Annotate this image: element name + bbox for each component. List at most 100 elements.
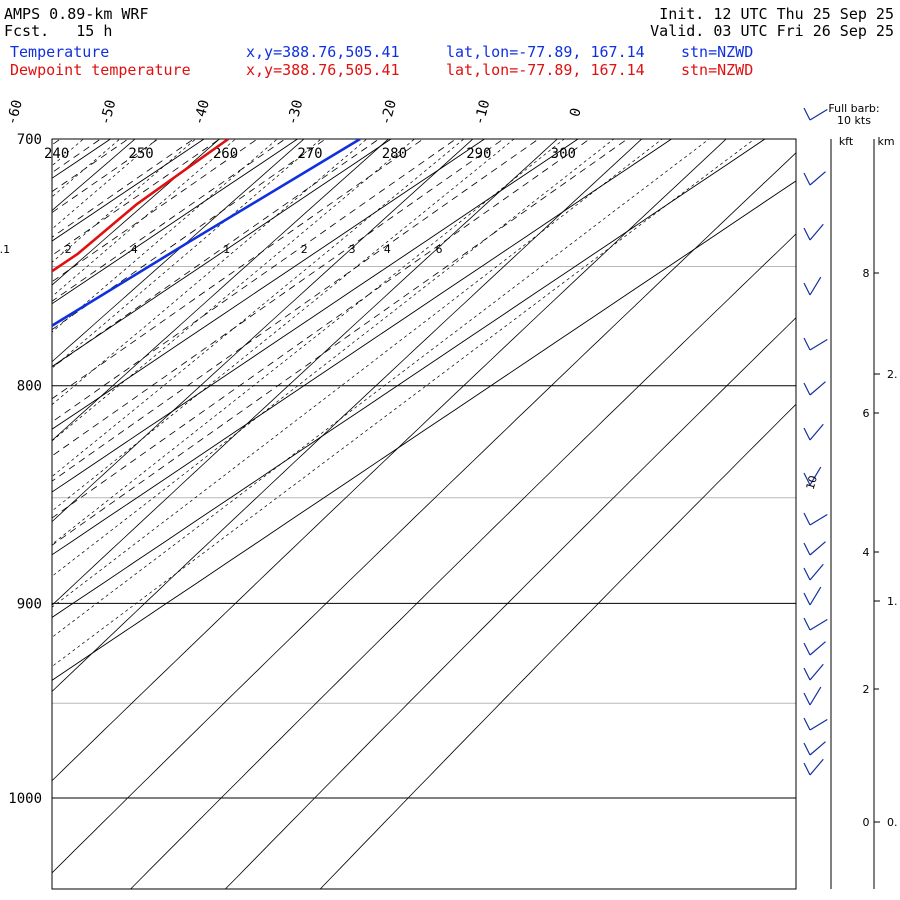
- isotherm-label: 0: [567, 106, 585, 118]
- km-label: km: [877, 135, 894, 148]
- km-tick-label: 0.: [887, 816, 898, 829]
- dry-adiabat-line: [52, 152, 796, 874]
- kft-tick-label: 2: [863, 683, 870, 696]
- wind-barb: [803, 563, 824, 581]
- moist-adiabat-line: [0, 112, 79, 897]
- isotherm-label: -20: [378, 98, 400, 127]
- isotherm-label: -60: [4, 98, 26, 127]
- valid-time: Valid. 03 UTC Fri 26 Sep 25: [650, 22, 894, 40]
- barb-shaft: [809, 686, 822, 706]
- moist-adiabat-line: [52, 139, 237, 298]
- legend-dewpoint-stn: stn=NZWD: [681, 61, 754, 79]
- theta-label: 240: [44, 146, 69, 162]
- legend-temperature-stn: stn=NZWD: [681, 43, 754, 61]
- sounding-profiles: [52, 139, 361, 328]
- mixing-ratio-label: 1: [223, 243, 230, 256]
- barb-shaft: [809, 381, 826, 396]
- dry-adiabat-line: [130, 233, 796, 889]
- moist-adiabat-line: [52, 139, 368, 406]
- mixing-ratio-label: 6: [435, 243, 442, 256]
- kft-tick-label: 4: [863, 546, 870, 559]
- barb-key-line2: 10 kts: [837, 114, 871, 127]
- moist-adiabat-line: [52, 139, 416, 442]
- isotherm-line: [52, 139, 112, 179]
- moist-adiabat-line: [52, 139, 84, 167]
- barb-flag: [803, 617, 811, 631]
- mixing-ratio-line: [52, 139, 424, 400]
- forecast-label: Fcst. 15 h: [4, 23, 112, 40]
- barb-flag: [803, 427, 811, 441]
- wind-barb: [803, 107, 828, 121]
- isotherm-label: -50: [97, 98, 119, 127]
- dry-adiabat-line: [52, 139, 389, 442]
- fcst-label: Fcst.: [4, 22, 50, 40]
- wind-barb: [803, 337, 828, 351]
- barb-flag: [803, 692, 811, 706]
- isotherm-line: [52, 139, 766, 619]
- isotherm-line: [52, 180, 796, 681]
- mixing-ratio-label: 3: [349, 243, 356, 256]
- barb-shaft: [809, 718, 828, 731]
- isotherm-label: -10: [471, 98, 493, 127]
- isotherm-label: -30: [284, 98, 306, 127]
- pressure-labels: 700 800 900 1000: [8, 132, 42, 807]
- dry-adiabat-line: [0, 109, 2, 895]
- barb-shaft: [809, 541, 826, 556]
- isotherm-line: [52, 139, 299, 305]
- mixing-ratio-label: 2: [301, 243, 308, 256]
- theta-label: 270: [297, 146, 322, 162]
- mixing-ratio-line: [0, 85, 107, 888]
- barb-flag: [803, 642, 811, 656]
- mixing-ratio-line: [52, 139, 628, 546]
- barb-flag: [803, 512, 811, 526]
- mixing-ratio-line: [52, 139, 505, 457]
- barb-shaft: [809, 276, 822, 296]
- mixing-ratio-line: [52, 139, 221, 256]
- barb-flag: [803, 382, 811, 396]
- barb-shaft: [809, 741, 826, 756]
- kft-tick-label: 6: [863, 407, 870, 420]
- wind-barb: [803, 381, 826, 396]
- barb-shaft: [809, 171, 826, 186]
- barb-shaft: [809, 758, 824, 776]
- wind-barb: [803, 686, 822, 706]
- pressure-label-800: 800: [17, 379, 42, 395]
- wind-barb: [803, 276, 822, 296]
- mixing-ratio-line: [52, 139, 129, 193]
- legend-temperature-latlon: lat,lon=-77.89, 167.14: [446, 43, 645, 61]
- legend-dewpoint-label: Dewpoint temperature: [10, 61, 191, 79]
- mixing-ratio-line: [52, 139, 102, 174]
- wind-barb: [803, 541, 826, 556]
- wind-barb: [803, 171, 826, 186]
- wind-barb: [803, 223, 824, 241]
- moist-adiabat-line: [52, 139, 322, 369]
- mixing-ratio-label: .4: [127, 243, 138, 256]
- barb-flag: [803, 542, 811, 556]
- barb-shaft: [809, 223, 824, 241]
- barb-flag: [803, 282, 811, 296]
- barb-shaft: [809, 586, 822, 606]
- isotherm-labels: -70-60-50-40-30-20-100: [4, 98, 585, 127]
- moist-adiabat-line: [52, 139, 756, 667]
- legend-dewpoint-latlon: lat,lon=-77.89, 167.14: [446, 61, 645, 79]
- kft-tick-label: 8: [863, 267, 870, 280]
- barb-shaft: [809, 618, 828, 631]
- plot-frame: [51, 138, 797, 890]
- wind-barb: [803, 617, 828, 631]
- height-axis: kft km 8 6 4 2 0 2. 1. 0.: [830, 135, 898, 889]
- barb-flag: [803, 172, 811, 186]
- theta-labels: 220230240250260270280290300: [44, 146, 576, 162]
- moist-adiabat-line: [52, 139, 121, 198]
- theta-label: 250: [128, 146, 153, 162]
- isotherm-line: [0, 85, 3, 900]
- fcst-value: 15 h: [76, 22, 113, 40]
- profile-dewpoint-temperature: [52, 139, 230, 273]
- moist-adiabat-line: [52, 139, 615, 577]
- model-title: AMPS 0.89-km WRF: [4, 5, 149, 23]
- barb-shaft: [809, 338, 828, 351]
- wind-barb: [803, 758, 824, 776]
- isotherm-line: [52, 139, 673, 556]
- pressure-label-1000: 1000: [8, 791, 42, 807]
- wind-barb: [803, 466, 822, 486]
